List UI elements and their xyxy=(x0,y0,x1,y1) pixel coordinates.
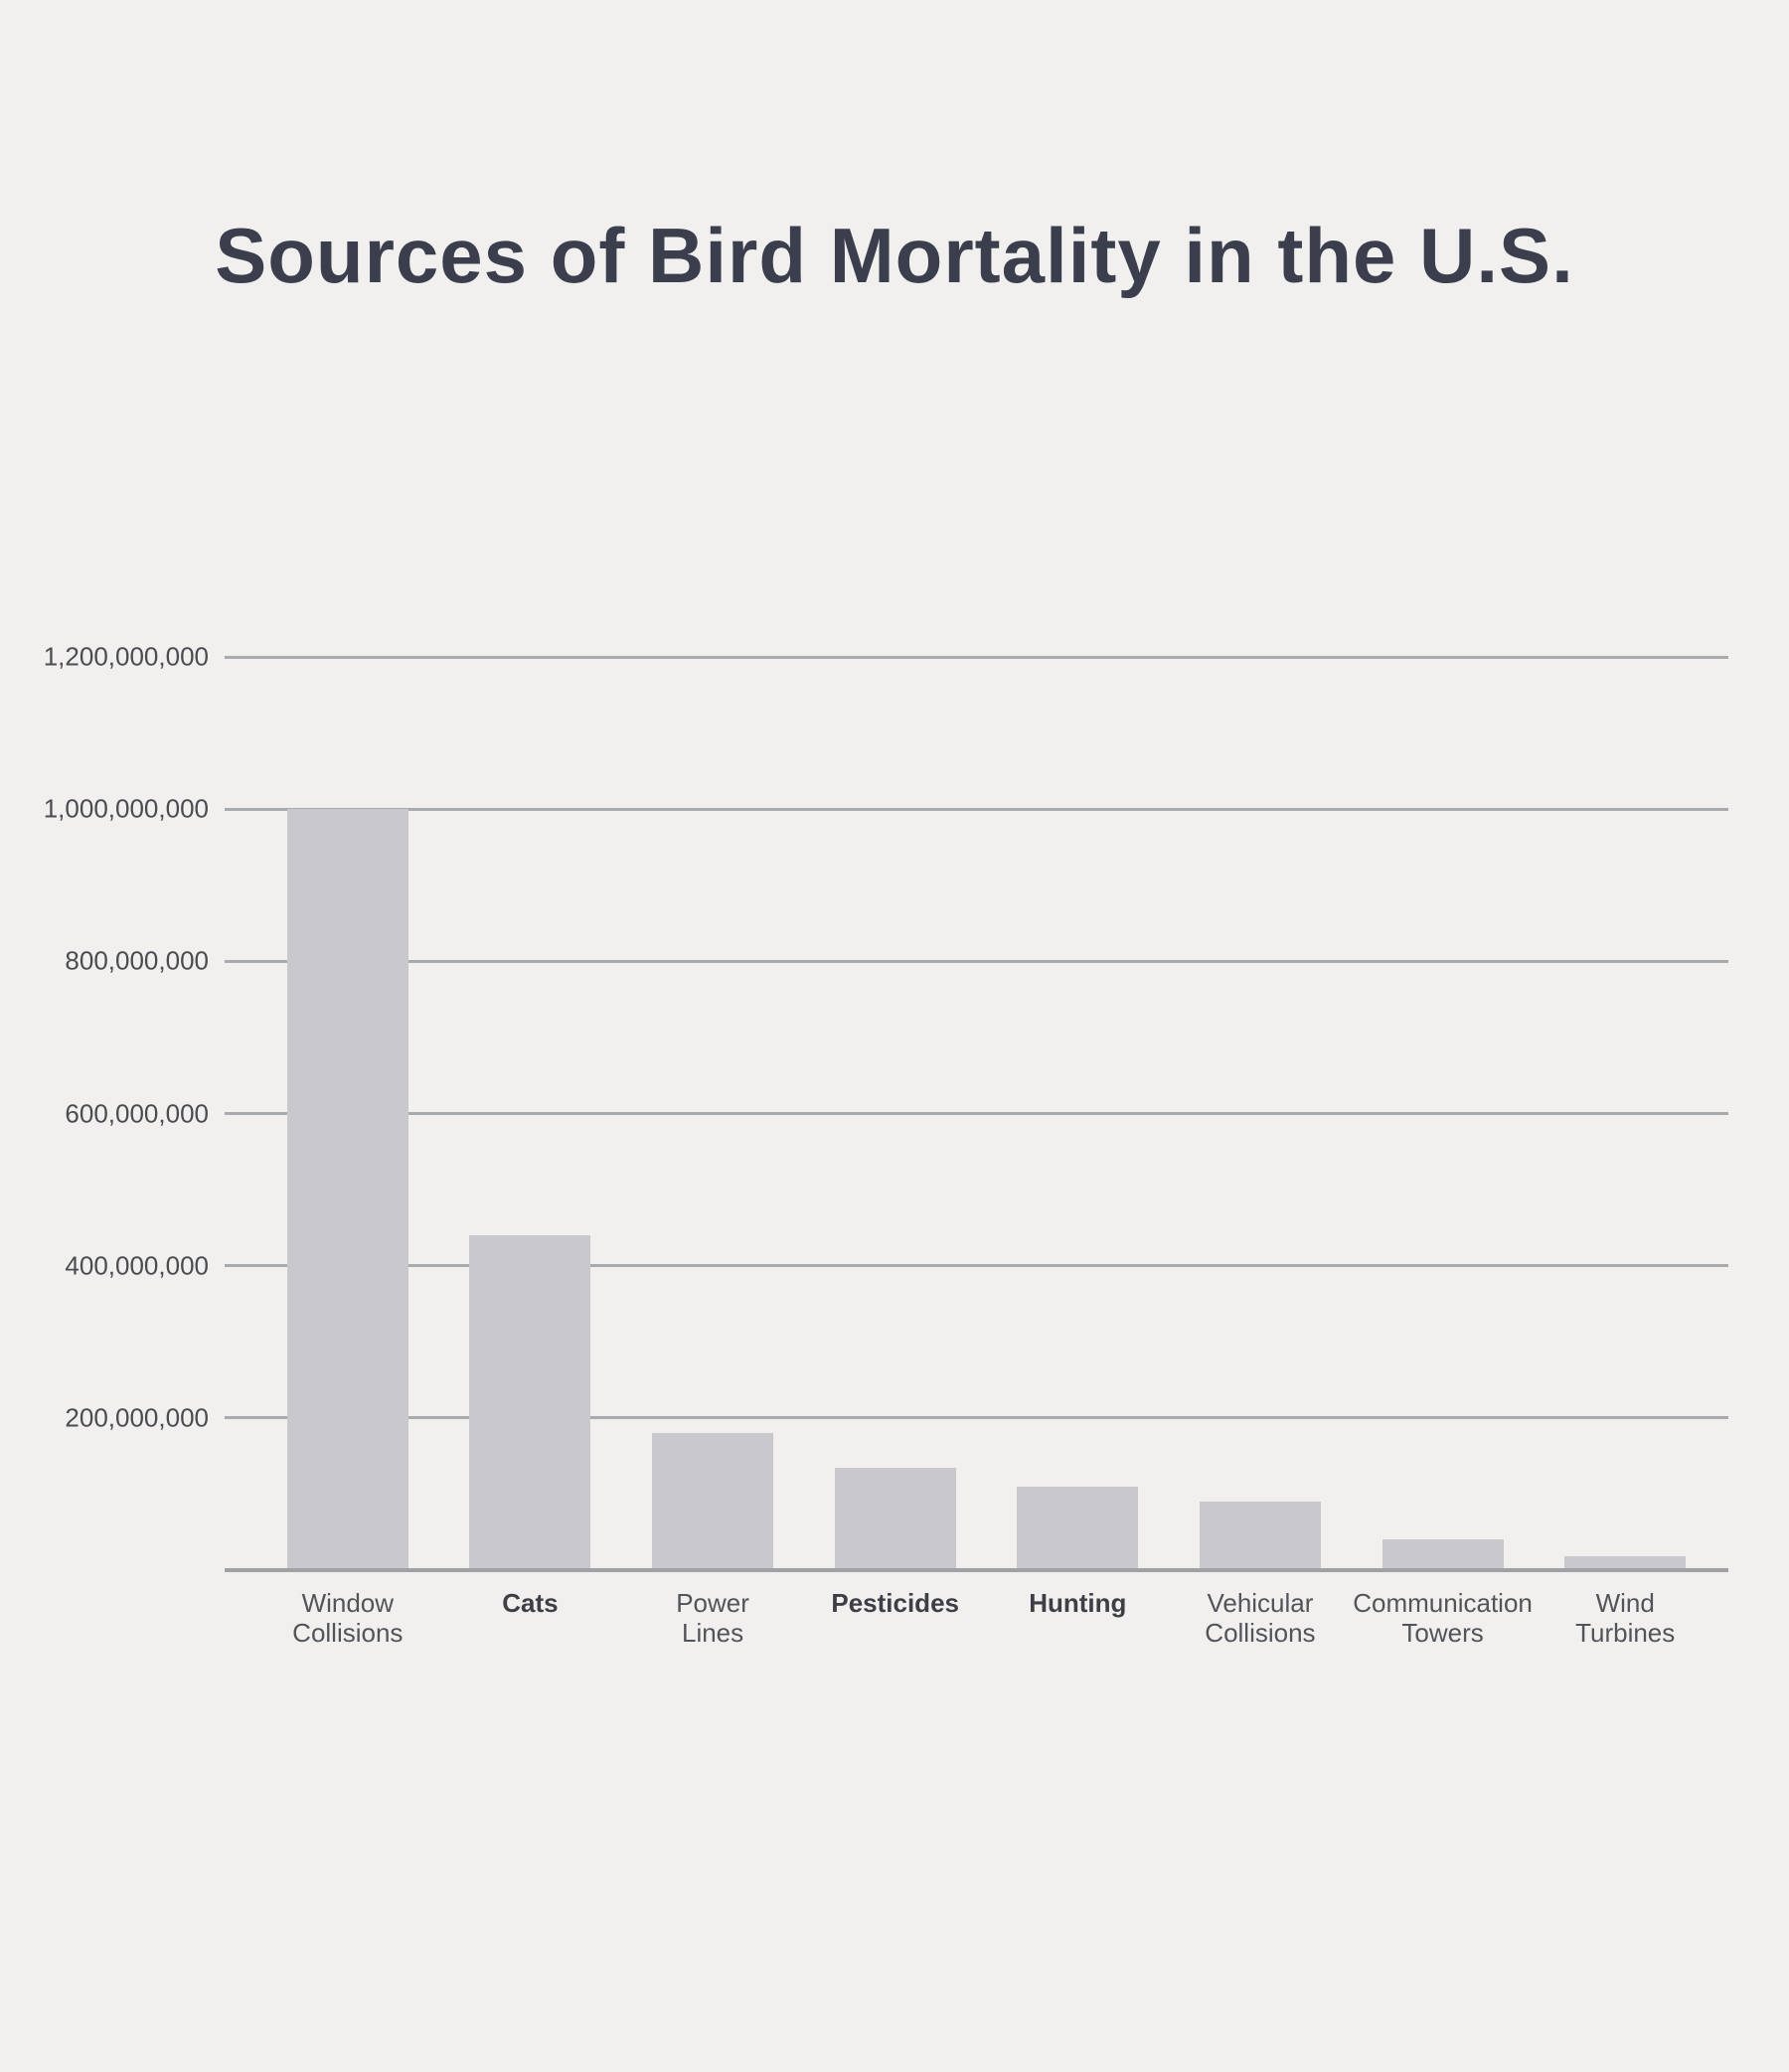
bar-band-window-collisions xyxy=(256,657,439,1570)
bar-vehicular-collisions xyxy=(1199,1502,1321,1570)
x-tick-label-hunting: Hunting xyxy=(1029,1588,1127,1618)
bar-communication-towers xyxy=(1382,1539,1504,1570)
y-tick-label: 1,200,000,000 xyxy=(43,641,209,672)
x-tick-label-window-collisions: Window Collisions xyxy=(292,1588,404,1648)
gridline-400000000 xyxy=(225,1264,1728,1268)
bar-band-vehicular-collisions xyxy=(1169,657,1352,1570)
bar-band-pesticides xyxy=(804,657,987,1570)
bar-band-wind-turbines xyxy=(1534,657,1716,1570)
bars-layer xyxy=(256,657,1716,1570)
bar-band-communication-towers xyxy=(1352,657,1535,1570)
bar-hunting xyxy=(1017,1486,1139,1570)
y-tick-label: 200,000,000 xyxy=(65,1402,209,1433)
gridline-800000000 xyxy=(225,959,1728,963)
x-tick-label-vehicular-collisions: Vehicular Collisions xyxy=(1205,1588,1316,1648)
bar-band-hunting xyxy=(987,657,1170,1570)
y-tick-label: 1,000,000,000 xyxy=(43,793,209,824)
x-tick-label-wind-turbines: Wind Turbines xyxy=(1575,1588,1676,1648)
x-axis-line xyxy=(225,1568,1728,1572)
gridline-1200000000 xyxy=(225,655,1728,659)
chart-title: Sources of Bird Mortality in the U.S. xyxy=(215,212,1574,299)
bar-band-cats xyxy=(439,657,622,1570)
plot-area: 200,000,000 400,000,000 600,000,000 800,000… xyxy=(44,642,1728,1648)
x-tick-label-cats: Cats xyxy=(502,1588,559,1618)
x-tick-label-pesticides: Pesticides xyxy=(831,1588,959,1618)
gridline-600000000 xyxy=(225,1112,1728,1115)
x-tick-label-power-lines: Power Lines xyxy=(676,1588,749,1648)
y-tick-label: 600,000,000 xyxy=(65,1098,209,1128)
y-tick-label: 400,000,000 xyxy=(65,1250,209,1281)
x-axis-labels: Window Collisions Cats Power Lines Pesticides… xyxy=(256,1588,1716,1648)
gridline-1000000000 xyxy=(225,807,1728,811)
gridline-200000000 xyxy=(225,1416,1728,1420)
bar-pesticides xyxy=(834,1467,956,1570)
y-tick-label: 800,000,000 xyxy=(65,945,209,976)
bar-wind-turbines xyxy=(1564,1556,1687,1570)
bar-cats xyxy=(469,1235,591,1570)
bar-power-lines xyxy=(652,1433,774,1570)
bar-band-power-lines xyxy=(621,657,804,1570)
x-tick-label-communication-towers: Communication Towers xyxy=(1353,1588,1533,1648)
bar-window-collisions xyxy=(286,809,408,1570)
